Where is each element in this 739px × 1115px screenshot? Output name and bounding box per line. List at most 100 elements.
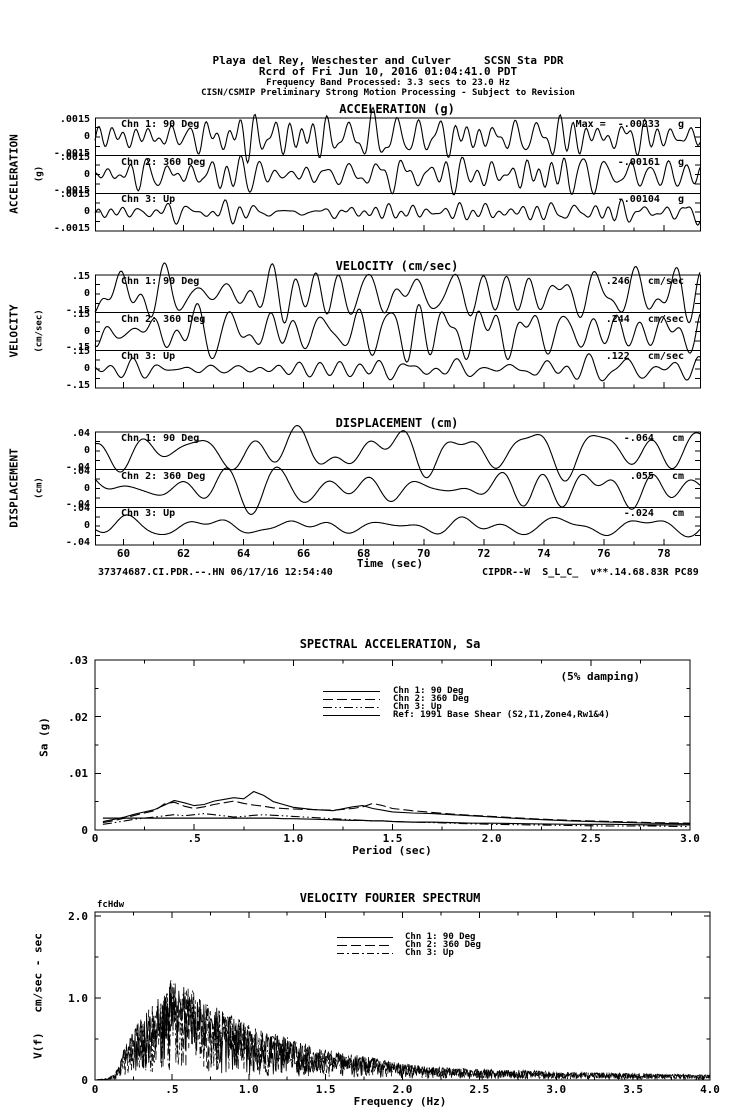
peak-value-label: -.064 cm [623, 433, 684, 444]
channel-label: Chn 1: 90 Deg [121, 433, 200, 444]
time-tick-label: 62 [176, 547, 191, 560]
y-tick-label: .04 [71, 465, 90, 477]
sa-x-axis-label: Period (sec) [352, 844, 432, 857]
y-tick-label: .15 [71, 346, 90, 358]
fourier-x-tick-label: 3.5 [623, 1083, 644, 1096]
y-tick-label: -.04 [65, 461, 90, 473]
sa-y-tick-label: .03 [68, 654, 88, 667]
acceleration-panel-title: ACCELERATION (g) [339, 102, 455, 116]
y-tick-label: .04 [71, 428, 90, 439]
displacement-panel-title: DISPLACEMENT (cm) [335, 416, 459, 430]
acceleration-time-series-plot [94, 106, 702, 232]
sa-legend-entry: Chn 1: 90 Deg [393, 686, 464, 696]
displacement-axis-label: DISPLACEMENT [7, 448, 21, 528]
fourier-x-tick-label: 1.5 [315, 1083, 336, 1096]
fourier-x-tick-label: 4.0 [700, 1083, 720, 1096]
y-tick-label: 0 [83, 287, 90, 299]
velocity-fourier-spectrum-plot [94, 911, 711, 1081]
station-title: Playa del Rey, Weschester and Culver SCS… [212, 54, 564, 67]
peak-value-label: .246 cm/sec [605, 276, 684, 287]
peak-value-label: .122 cm/sec [605, 351, 684, 363]
y-tick-label: .0015 [59, 189, 90, 201]
sa-y-tick-label: .02 [68, 710, 88, 724]
y-tick-label: 0 [83, 325, 90, 337]
time-tick-label: 64 [236, 547, 251, 560]
sa-legend-entry: Chn 3: Up [393, 702, 442, 712]
sa-x-tick-label: 0 [91, 832, 99, 845]
velocity-time-series-plot [94, 262, 702, 389]
fourier-legend-entry: Chn 3: Up [405, 948, 454, 958]
y-tick-label: -.0015 [53, 147, 90, 159]
y-tick-label: .0015 [59, 114, 90, 125]
time-tick-label: 74 [537, 547, 551, 560]
velocity-axis-label: VELOCITY [7, 304, 21, 358]
fourier-y-tick-label: 2.0 [68, 910, 88, 923]
y-tick-label: -.04 [65, 499, 90, 511]
channel-label: Chn 1: 90 Deg [121, 119, 200, 130]
y-tick-label: .15 [71, 271, 90, 282]
time-axis-label: Time (sec) [356, 557, 424, 570]
fourier-x-tick-label: 1.0 [238, 1083, 259, 1096]
y-tick-label: -.15 [65, 304, 90, 316]
y-tick-label: .15 [71, 308, 90, 320]
time-tick-label: 60 [116, 547, 131, 560]
displacement-axis-unit: (cm) [34, 477, 45, 499]
fourier-y-axis-label: V(f) cm/sec - sec [31, 933, 45, 1059]
y-tick-label: .0015 [59, 151, 90, 163]
fourier-legend-entry: Chn 2: 360 Deg [405, 940, 481, 950]
acceleration-axis-unit: (g) [34, 165, 45, 183]
fourier-y-tick-label: 1.0 [68, 992, 88, 1005]
fourier-x-tick-label: .5 [165, 1083, 179, 1096]
time-tick-label: 66 [297, 547, 311, 560]
acceleration-axis-label: ACCELERATION [7, 134, 21, 214]
sa-x-tick-label: .5 [187, 832, 201, 845]
velocity-panel-title: VELOCITY (cm/sec) [335, 259, 459, 273]
y-tick-label: 0 [83, 444, 90, 456]
velocity-axis-unit: (cm/sec) [34, 309, 45, 353]
sa-title: SPECTRAL ACCELERATION, Sa [299, 637, 481, 651]
y-tick-label: 0 [83, 520, 90, 532]
sa-x-tick-label: 1.5 [382, 832, 403, 845]
y-tick-label: 0 [83, 206, 90, 218]
peak-value-label: -.00161 g [617, 156, 684, 168]
sa-x-tick-label: 1.0 [283, 832, 304, 845]
peak-value-label: Max = -.00233 g [575, 119, 684, 130]
y-tick-label: 0 [83, 482, 90, 494]
peak-value-label: .055 cm [629, 470, 684, 482]
channel-label: Chn 2: 360 Deg [121, 470, 206, 482]
y-tick-label: -.0015 [53, 223, 90, 234]
time-tick-label: 78 [657, 547, 671, 560]
fourier-legend-entry: Chn 1: 90 Deg [405, 932, 476, 942]
y-tick-label: 0 [83, 130, 90, 142]
time-tick-label: 72 [477, 547, 491, 560]
y-tick-label: 0 [83, 363, 90, 375]
channel-label: Chn 3: Up [121, 194, 176, 206]
sa-y-tick-label: 0 [81, 824, 88, 837]
peak-value-label: -.024 cm [623, 508, 684, 520]
y-tick-label: -.15 [65, 380, 90, 391]
spectral-acceleration-plot [94, 659, 691, 831]
y-tick-label: -.04 [65, 537, 90, 548]
y-tick-label: 0 [83, 168, 90, 180]
frequency-band-note: Frequency Band Processed: 3.3 secs to 23… [266, 78, 510, 88]
sa-x-tick-label: 2.0 [481, 832, 502, 845]
y-tick-label: -.0015 [53, 185, 90, 197]
sa-x-tick-label: 2.5 [580, 832, 601, 845]
time-tick-label: 68 [357, 547, 371, 560]
time-tick-label: 76 [597, 547, 611, 560]
damping-annotation: (5% damping) [560, 670, 640, 683]
record-datetime: Rcrd of Fri Jun 10, 2016 01:04:41.0 PDT [258, 65, 518, 78]
channel-label: Chn 3: Up [121, 508, 176, 520]
sa-x-tick-label: 3.0 [680, 832, 700, 845]
sa-legend-entry: Chn 2: 360 Deg [393, 694, 469, 704]
fourier-x-tick-label: 2.5 [469, 1083, 490, 1096]
fourier-x-tick-label: 0 [91, 1083, 99, 1096]
fourier-y-tick-label: 0 [81, 1074, 88, 1087]
channel-label: Chn 3: Up [121, 351, 176, 363]
displacement-time-series-plot [94, 425, 702, 546]
fc-hdw-marker: fcHdw [97, 900, 125, 910]
fourier-title: VELOCITY FOURIER SPECTRUM [299, 891, 481, 905]
sa-legend-entry: Ref: 1991 Base Shear (S2,I1,Zone4,Rw1&4) [393, 710, 610, 720]
channel-label: Chn 1: 90 Deg [121, 276, 200, 287]
